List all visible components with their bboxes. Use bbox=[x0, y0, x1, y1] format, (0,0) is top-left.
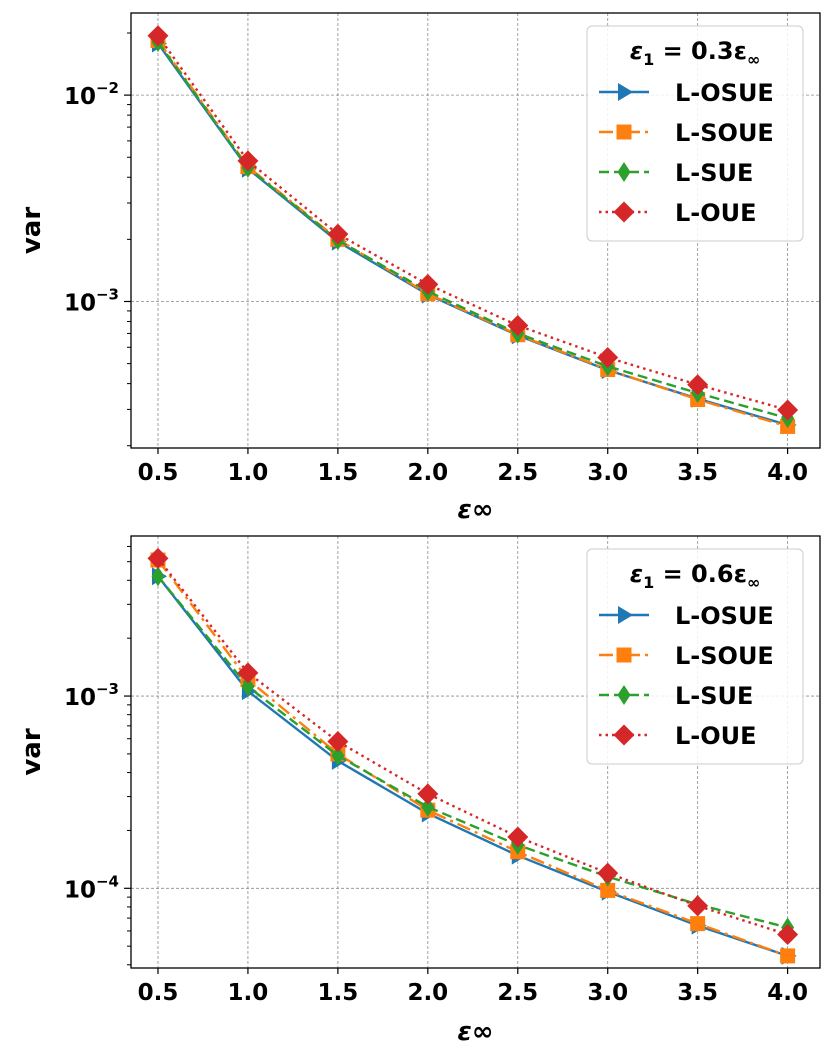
data-point-l-oue bbox=[147, 547, 169, 569]
legend-item-l-osue: L-OSUE bbox=[599, 79, 774, 107]
x-tick-label: 4.0 bbox=[767, 460, 808, 486]
legend: ε1 = 0.3ε∞ L-OSUE L-SOUE L-SUE L-OUE bbox=[586, 25, 804, 242]
data-point-l-sue bbox=[421, 796, 435, 817]
plot-frame bbox=[130, 12, 821, 449]
x-tick-label: 1.5 bbox=[318, 460, 359, 486]
data-point-l-oue bbox=[597, 347, 619, 369]
legend-label-l-osue: L-OSUE bbox=[675, 602, 774, 630]
legend-marker-l-oue bbox=[613, 201, 635, 223]
y-tick-label: 10−3 bbox=[64, 680, 119, 711]
series-l-oue bbox=[147, 25, 799, 421]
chart-panel-1: 0.5 1.0 1.5 2.0 2.5 3.0 3.5 4.0 10−3 10−2 ε∞ var ε1 … bbox=[17, 12, 821, 525]
data-point-l-oue bbox=[597, 862, 619, 884]
data-point-l-oue bbox=[777, 924, 799, 946]
y-tick-label: 10−3 bbox=[64, 285, 119, 316]
data-point-l-oue bbox=[507, 314, 529, 336]
x-tick-label: 3.5 bbox=[677, 460, 718, 486]
data-point-l-oue bbox=[237, 150, 259, 172]
x-tick-label: 3.0 bbox=[587, 460, 628, 486]
data-point-l-sue bbox=[241, 676, 255, 697]
data-point-l-oue bbox=[417, 273, 439, 295]
legend-item-l-oue: L-OUE bbox=[599, 722, 757, 750]
minor-ticks bbox=[127, 32, 131, 447]
legend-item-l-sue: L-SUE bbox=[599, 159, 753, 187]
data-point-l-sue bbox=[151, 566, 165, 587]
y-tick-label: 10−4 bbox=[64, 872, 119, 903]
data-point-l-soue bbox=[780, 948, 796, 964]
data-point-l-oue bbox=[147, 25, 169, 47]
legend-item-l-soue: L-SOUE bbox=[599, 642, 774, 670]
x-tick-label: 0.5 bbox=[138, 980, 179, 1006]
data-point-l-oue bbox=[507, 826, 529, 848]
data-point-l-oue bbox=[327, 223, 349, 245]
data-point-l-soue bbox=[600, 882, 616, 898]
data-point-l-oue bbox=[327, 731, 349, 753]
x-tick-label: 1.5 bbox=[318, 980, 359, 1006]
legend-item-l-oue: L-OUE bbox=[599, 199, 757, 227]
legend-box bbox=[586, 25, 804, 242]
y-axis-label: var bbox=[17, 728, 47, 775]
legend-label-l-sue: L-SUE bbox=[675, 159, 753, 187]
data-point-l-oue bbox=[777, 399, 799, 421]
plot-frame bbox=[130, 535, 821, 969]
x-tick-label: 0.5 bbox=[138, 460, 179, 486]
series-line-l-osue bbox=[157, 575, 789, 958]
legend-label-l-oue: L-OUE bbox=[675, 722, 757, 750]
series-line-l-sue bbox=[157, 41, 788, 420]
legend-label-l-oue: L-OUE bbox=[675, 199, 757, 227]
x-tick-label: 4.0 bbox=[767, 980, 808, 1006]
data-point-l-soue bbox=[690, 916, 706, 932]
legend: ε1 = 0.6ε∞ L-OSUE L-SOUE L-SUE L-OUE bbox=[586, 548, 804, 765]
legend-item-l-soue: L-SOUE bbox=[599, 119, 774, 147]
legend-title: ε1 = 0.6ε∞ bbox=[630, 560, 761, 592]
x-tick-label: 1.0 bbox=[228, 460, 269, 486]
series-line-l-soue bbox=[157, 559, 789, 958]
legend-marker-l-osue bbox=[618, 83, 633, 101]
x-tick-label: 2.0 bbox=[407, 460, 448, 486]
data-point-l-sue bbox=[331, 745, 345, 766]
data-point-l-oue bbox=[417, 783, 439, 805]
legend-marker-l-soue bbox=[616, 124, 632, 140]
series-l-oue bbox=[147, 547, 799, 946]
chart-panel-2: 0.5 1.0 1.5 2.0 2.5 3.0 3.5 4.0 10−4 10−3 ε∞ var ε1 … bbox=[17, 535, 821, 1047]
legend-label-l-soue: L-SOUE bbox=[675, 119, 774, 147]
legend-marker-l-soue bbox=[616, 647, 632, 663]
legend-item-l-sue: L-SUE bbox=[599, 682, 753, 710]
x-tick-label: 3.5 bbox=[677, 980, 718, 1006]
legend-title: ε1 = 0.3ε∞ bbox=[630, 37, 761, 69]
legend-marker-l-osue bbox=[618, 606, 633, 624]
y-tick-label: 10−2 bbox=[64, 79, 119, 110]
legend-item-l-osue: L-OSUE bbox=[599, 602, 774, 630]
data-point-l-oue bbox=[237, 662, 259, 684]
legend-label-l-osue: L-OSUE bbox=[675, 79, 774, 107]
legend-marker-l-oue bbox=[613, 724, 635, 746]
legend-label-l-sue: L-SUE bbox=[675, 682, 753, 710]
x-tick-label: 2.5 bbox=[497, 460, 538, 486]
x-tick-label: 2.5 bbox=[497, 980, 538, 1006]
series-line-l-oue bbox=[157, 557, 788, 936]
x-axis-label: ε∞ bbox=[457, 495, 493, 525]
x-axis-label: ε∞ bbox=[457, 1017, 493, 1047]
legend-marker-l-sue bbox=[617, 685, 631, 705]
legend-label-l-soue: L-SOUE bbox=[675, 642, 774, 670]
legend-marker-l-sue bbox=[617, 162, 631, 182]
data-point-l-oue bbox=[687, 374, 709, 396]
y-axis-label: var bbox=[17, 207, 47, 254]
x-tick-label: 1.0 bbox=[228, 980, 269, 1006]
legend-box bbox=[586, 548, 804, 765]
series-line-l-oue bbox=[157, 35, 788, 412]
x-tick-label: 3.0 bbox=[587, 980, 628, 1006]
minor-ticks bbox=[127, 545, 131, 966]
x-tick-label: 2.0 bbox=[407, 980, 448, 1006]
data-point-l-oue bbox=[687, 895, 709, 917]
